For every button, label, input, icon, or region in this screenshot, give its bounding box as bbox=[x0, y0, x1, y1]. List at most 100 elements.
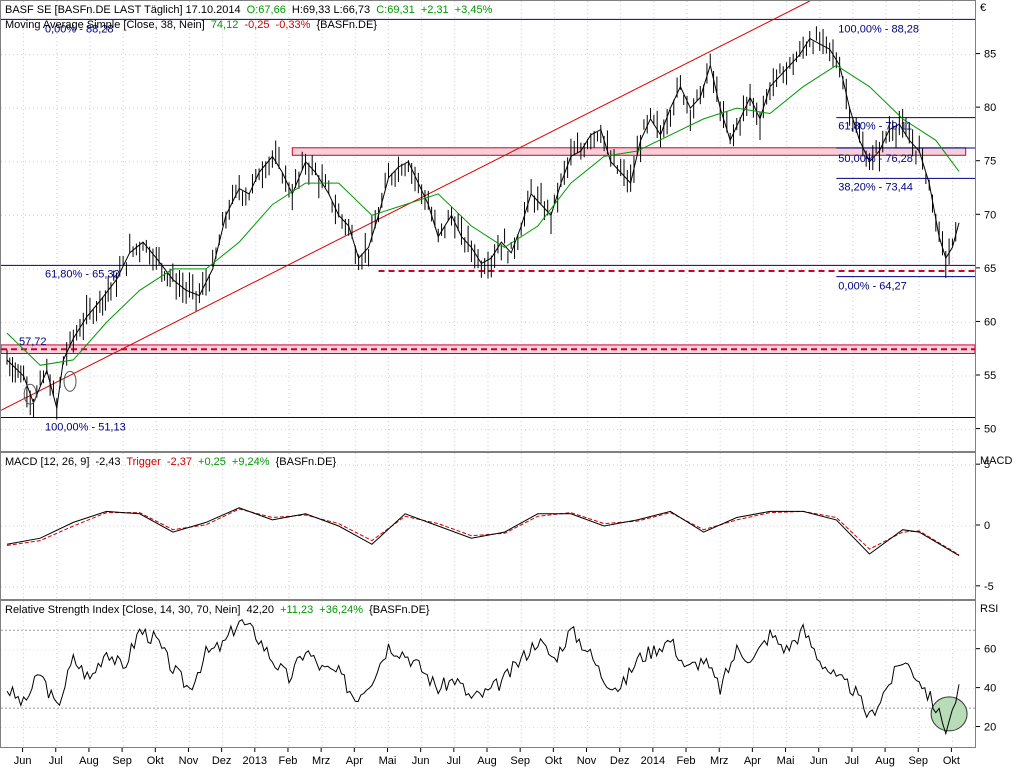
annotation-fib-top-right: 100,00% - 88,28 bbox=[838, 23, 919, 35]
time-axis-tick-label: Aug bbox=[875, 755, 895, 767]
time-axis-tick-label: 2013 bbox=[243, 755, 267, 767]
time-axis-tick-label: Sep bbox=[908, 755, 928, 767]
rsi-legend: Relative Strength Index [Close, 14, 30, … bbox=[5, 604, 433, 617]
annotation-fib-3820: 38,20% - 73,44 bbox=[838, 181, 913, 193]
macd-axis-tick-label: -5 bbox=[984, 581, 994, 593]
macd-pane[interactable]: MACD [12, 26, 9] -2,43 Trigger -2,37 +0,… bbox=[0, 452, 976, 600]
rsi-chart[interactable] bbox=[1, 601, 975, 747]
price-close-line bbox=[6, 37, 960, 409]
time-axis-tick-label: Dez bbox=[212, 755, 232, 767]
time-axis-tick-label: Nov bbox=[577, 755, 597, 767]
time-axis-tick-label: Mai bbox=[777, 755, 795, 767]
time-axis-tick-label: Mrz bbox=[312, 755, 330, 767]
macd-legend-trigger-value: -2,37 bbox=[166, 456, 192, 468]
price-axis[interactable]: 50 55 60 65 70 75 80 85 € bbox=[976, 0, 1024, 452]
macd-axis[interactable]: -5 0 5 MACD bbox=[976, 452, 1024, 600]
rsi-legend-change-pct: +36,24% bbox=[319, 604, 364, 616]
price-axis-tick-label: 55 bbox=[984, 370, 996, 382]
macd-legend-value: -2,43 bbox=[95, 456, 121, 468]
currency-label: € bbox=[980, 2, 987, 14]
rsi-legend-value: 42,20 bbox=[246, 604, 275, 616]
time-axis-tick-label: Mai bbox=[379, 755, 397, 767]
moving-average-line bbox=[6, 64, 960, 366]
support-zone bbox=[1, 344, 975, 354]
resistance-zone bbox=[291, 147, 967, 156]
rsi-legend-label: Relative Strength Index [Close, 14, 30, … bbox=[5, 604, 241, 616]
price-axis-tick-label: 60 bbox=[984, 316, 996, 328]
macd-legend-change: +0,25 bbox=[198, 456, 226, 468]
annotation-fib-5772: 57,72 bbox=[19, 336, 47, 348]
time-axis-tick-label: Mrz bbox=[710, 755, 728, 767]
time-axis-tick-label: Okt bbox=[545, 755, 562, 767]
macd-axis-tick-label: 5 bbox=[984, 459, 990, 471]
annotation-fib-bottom: 100,00% - 51,13 bbox=[45, 421, 126, 433]
rsi-legend-change: +11,23 bbox=[280, 604, 314, 616]
time-axis-tick-label: Sep bbox=[510, 755, 530, 767]
time-axis-tick-label: Okt bbox=[943, 755, 960, 767]
price-axis-tick-label: 65 bbox=[984, 263, 996, 275]
price-legend-change: +2,31 bbox=[420, 4, 449, 16]
time-axis[interactable]: Jun Jul Aug Sep Okt Nov Dez 2013 Feb Mrz Apr Mai Jun… bbox=[0, 748, 976, 768]
rsi-legend-symbol: {BASFn.DE} bbox=[369, 604, 430, 616]
low-marker-circle bbox=[23, 383, 37, 405]
rsi-pane[interactable]: Relative Strength Index [Close, 14, 30, … bbox=[0, 600, 976, 748]
rsi-line bbox=[6, 618, 960, 736]
time-axis-tick-label: Feb bbox=[278, 755, 297, 767]
time-axis-tick-label: Dez bbox=[610, 755, 630, 767]
price-bars bbox=[6, 26, 957, 420]
price-legend-close: C:69,31 bbox=[376, 4, 415, 16]
annotation-fib-0000-right: 0,00% - 64,27 bbox=[838, 281, 907, 293]
annotation-fib-top-left: 0,00% - 88,28 bbox=[45, 23, 114, 35]
macd-legend-label: MACD [12, 26, 9] bbox=[5, 456, 90, 468]
ma-legend: Moving Average Simple [Close, 38, Nein] … bbox=[5, 19, 380, 32]
time-axis-tick-label: Apr bbox=[744, 755, 761, 767]
price-axis-tick-label: 80 bbox=[984, 102, 996, 114]
rsi-axis-tick-label: 20 bbox=[984, 722, 996, 734]
time-axis-tick-label: Jul bbox=[845, 755, 859, 767]
macd-trigger-line bbox=[6, 508, 960, 556]
time-axis-tick-label: Sep bbox=[112, 755, 132, 767]
macd-legend-change-pct: +9,24% bbox=[231, 456, 270, 468]
time-axis-tick-label: Apr bbox=[346, 755, 363, 767]
rsi-axis-tick-label: 60 bbox=[984, 644, 996, 656]
price-legend-open: O:67,66 bbox=[246, 4, 286, 16]
macd-axis-label: MACD bbox=[980, 455, 1013, 467]
price-pane[interactable]: 0,00% - 88,28 100,00% - 88,28 61,80% - 65,… bbox=[0, 0, 976, 452]
price-legend-symbol: BASF SE [BASFn.DE LAST Täglich] 17.10.20… bbox=[5, 4, 241, 16]
price-axis-tick-label: 85 bbox=[984, 49, 996, 61]
ma-legend-change: -0,25 bbox=[244, 19, 270, 31]
low-marker-circle bbox=[63, 370, 77, 392]
time-axis-tick-label: Nov bbox=[179, 755, 199, 767]
trend-line bbox=[1, 1, 810, 411]
rsi-axis-label: RSI bbox=[980, 603, 999, 615]
time-axis-tick-label: Jul bbox=[49, 755, 63, 767]
price-axis-tick-label: 75 bbox=[984, 156, 996, 168]
ma-legend-value: 74,12 bbox=[210, 19, 239, 31]
time-axis-tick-label: Jun bbox=[810, 755, 828, 767]
price-legend: BASF SE [BASFn.DE LAST Täglich] 17.10.20… bbox=[5, 4, 495, 17]
price-legend-change-pct: +3,45% bbox=[454, 4, 493, 16]
time-axis-tick-label: Aug bbox=[477, 755, 497, 767]
price-chart[interactable]: 0,00% - 88,28 100,00% - 88,28 61,80% - 65,… bbox=[1, 1, 975, 451]
rsi-axis-tick-label: 40 bbox=[984, 683, 996, 695]
time-axis-tick-label: 2014 bbox=[641, 755, 665, 767]
time-axis-tick-label: Feb bbox=[677, 755, 696, 767]
time-axis-tick-label: Jul bbox=[447, 755, 461, 767]
ma-legend-change-pct: -0,33% bbox=[275, 19, 311, 31]
rsi-axis[interactable]: 20 40 60 RSI bbox=[976, 600, 1024, 748]
macd-chart[interactable] bbox=[1, 453, 975, 599]
price-axis-tick-label: 50 bbox=[984, 424, 996, 436]
ma-legend-symbol: {BASFn.DE} bbox=[316, 19, 378, 31]
time-axis-tick-label: Okt bbox=[147, 755, 164, 767]
macd-legend-symbol: {BASFn.DE} bbox=[275, 456, 337, 468]
macd-legend-trigger-label: Trigger bbox=[126, 456, 161, 468]
annotation-fib-6180-left: 61,80% - 65,32 bbox=[45, 268, 120, 280]
rsi-highlight-circle bbox=[930, 696, 968, 732]
ma-legend-label: Moving Average Simple [Close, 38, Nein] bbox=[5, 19, 205, 31]
price-legend-high-low: H:69,33 L:66,73 bbox=[291, 4, 371, 16]
time-axis-tick-label: Jun bbox=[14, 755, 32, 767]
price-axis-tick-label: 70 bbox=[984, 209, 996, 221]
annotation-fib-6180-right: 61,80% - 79,11 bbox=[838, 121, 912, 133]
annotation-fib-5000: 50,00% - 76,28 bbox=[838, 153, 913, 165]
macd-legend: MACD [12, 26, 9] -2,43 Trigger -2,37 +0,… bbox=[5, 456, 339, 469]
